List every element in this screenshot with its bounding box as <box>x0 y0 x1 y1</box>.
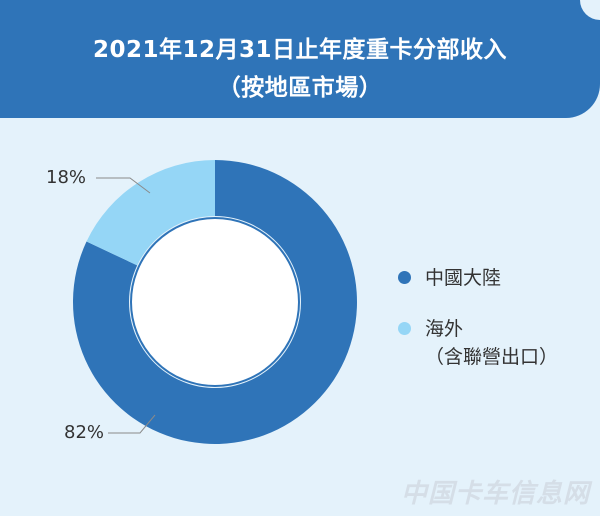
watermark: 中国卡车信息网 <box>400 479 590 509</box>
slice-mainland <box>73 160 358 444</box>
chart-title-line2: （按地區市場） <box>217 75 383 101</box>
slice-label-mainland: 82% <box>64 422 105 443</box>
chart-title-line1: 2021年12月31日止年度重卡分部收入 <box>92 37 508 63</box>
legend-dot-mainland <box>398 271 411 284</box>
legend-item-overseas: 海外 （含聯營出口） <box>398 315 558 371</box>
leader-line-mainland <box>108 414 156 434</box>
legend-label-overseas-note: （含聯營出口） <box>425 346 559 368</box>
donut-hole <box>130 217 300 387</box>
slice-overseas <box>86 160 215 266</box>
slice-label-overseas: 18% <box>46 167 87 188</box>
legend-label-mainland: 中國大陸 <box>425 267 502 289</box>
legend-dot-overseas <box>398 322 411 335</box>
leader-line-overseas <box>96 177 151 194</box>
legend-item-mainland: 中國大陸 <box>398 264 501 292</box>
title-banner: 2021年12月31日止年度重卡分部收入 （按地區市場） <box>0 0 600 118</box>
leader-lines <box>96 177 156 434</box>
donut-slices <box>73 160 358 444</box>
legend-label-overseas: 海外 <box>425 318 464 340</box>
